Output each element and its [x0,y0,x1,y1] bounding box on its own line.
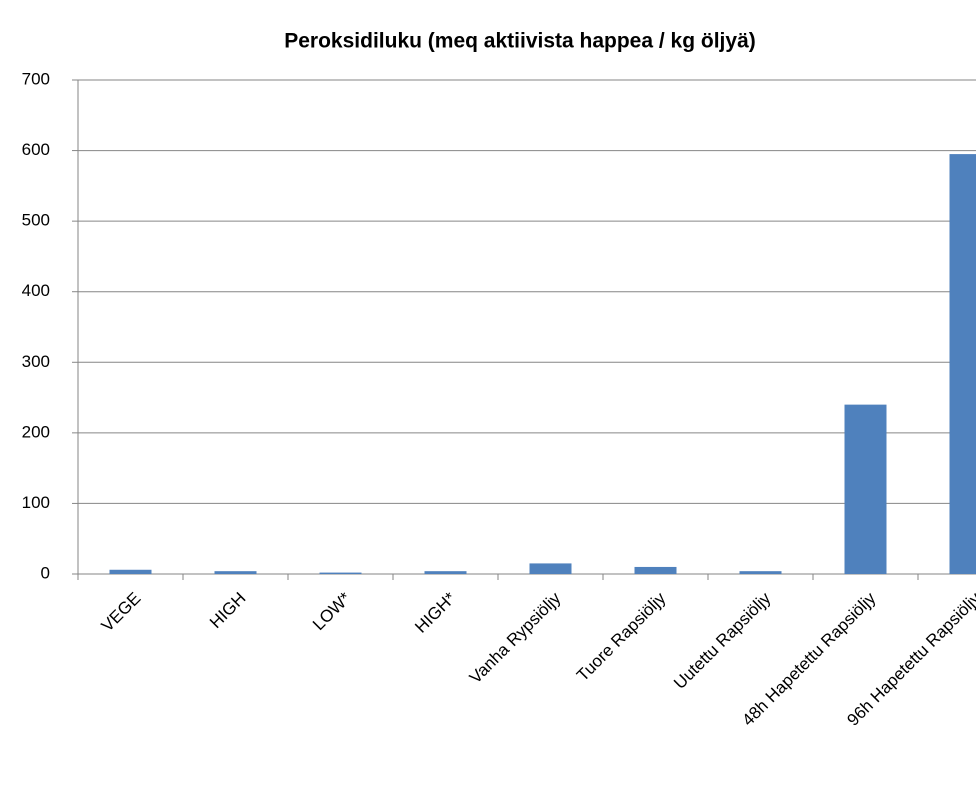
bar [529,563,572,574]
y-tick-label: 100 [22,493,50,512]
y-tick-label: 600 [22,140,50,159]
x-tick-label: Tuore Rapsiöljy [573,588,670,685]
x-tick-label: Uutettu Rapsiöljy [670,588,775,693]
bar [424,571,467,574]
bar [739,571,782,574]
x-tick-label: LOW* [309,588,355,634]
y-tick-label: 400 [22,281,50,300]
chart-title: Peroksidiluku (meq aktiivista happea / k… [284,30,756,53]
bar [844,404,887,574]
y-tick-label: 300 [22,352,50,371]
y-tick-label: 700 [22,69,50,88]
bar [949,154,976,574]
y-tick-label: 0 [41,563,50,582]
x-tick-label: HIGH* [411,588,459,636]
bar [109,569,152,574]
y-tick-label: 200 [22,422,50,441]
bar [319,572,362,574]
x-tick-label: VEGE [98,589,145,636]
y-tick-label: 500 [22,211,50,230]
bar [634,566,677,574]
x-tick-label: HIGH [206,589,249,632]
x-tick-label: Vanha Rypsiöljy [466,588,565,687]
bar [214,571,257,574]
